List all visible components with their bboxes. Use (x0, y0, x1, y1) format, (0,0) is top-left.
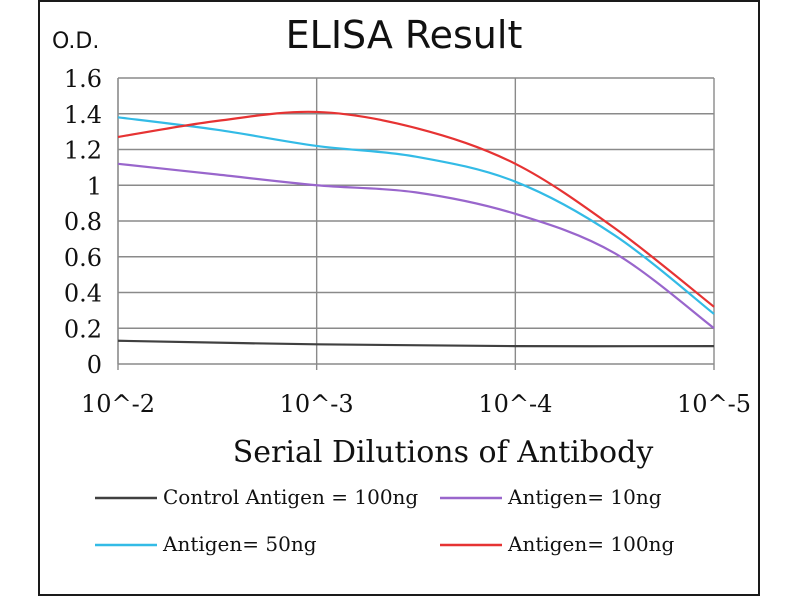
y-tick-label: 1 (87, 172, 102, 200)
y-tick-label: 1.4 (64, 101, 102, 129)
series-line-antigen-100ng (117, 110, 715, 308)
y-tick-label: 0.6 (64, 244, 102, 272)
x-tick-label: 10^-4 (478, 390, 552, 418)
y-tick-label: 0.2 (64, 315, 102, 343)
chart-frame (38, 0, 760, 596)
legend: Control Antigen = 100ng Antigen= 10ng Anti… (95, 485, 674, 556)
x-tick-label: 10^-5 (677, 390, 751, 418)
axes (117, 78, 715, 370)
series-line-antigen-50ng (117, 116, 715, 315)
y-tick-label: 0.8 (64, 208, 102, 236)
legend-label: Antigen= 100ng (507, 532, 674, 556)
x-axis-label: Serial Dilutions of Antibody (233, 435, 654, 470)
series-lines (117, 110, 715, 348)
legend-item-control-antigen-100ng: Control Antigen = 100ng (95, 485, 418, 509)
y-tick-label: 0 (87, 351, 102, 379)
series-line-control-antigen-100ng (117, 339, 715, 348)
legend-label: Control Antigen = 100ng (163, 485, 418, 509)
legend-item-antigen-10ng: Antigen= 10ng (440, 485, 662, 509)
legend-label: Antigen= 50ng (162, 532, 317, 556)
y-tick-label: 1.2 (64, 137, 102, 165)
y-tick-labels: 0 0.2 0.4 0.6 0.8 1 1.2 1.4 1.6 (64, 65, 102, 379)
chart-title: ELISA Result (286, 13, 523, 57)
legend-item-antigen-100ng: Antigen= 100ng (440, 532, 674, 556)
legend-item-antigen-50ng: Antigen= 50ng (95, 532, 317, 556)
y-tick-label: 0.4 (64, 280, 102, 308)
grid (118, 77, 715, 364)
x-tick-label: 10^-3 (280, 390, 354, 418)
x-tick-label: 10^-2 (81, 390, 155, 418)
legend-label: Antigen= 10ng (507, 485, 662, 509)
y-axis-label: O.D. (52, 29, 99, 54)
series-line-antigen-10ng (117, 162, 715, 330)
x-tick-labels: 10^-2 10^-3 10^-4 10^-5 (81, 390, 751, 418)
y-tick-label: 1.6 (64, 65, 102, 93)
